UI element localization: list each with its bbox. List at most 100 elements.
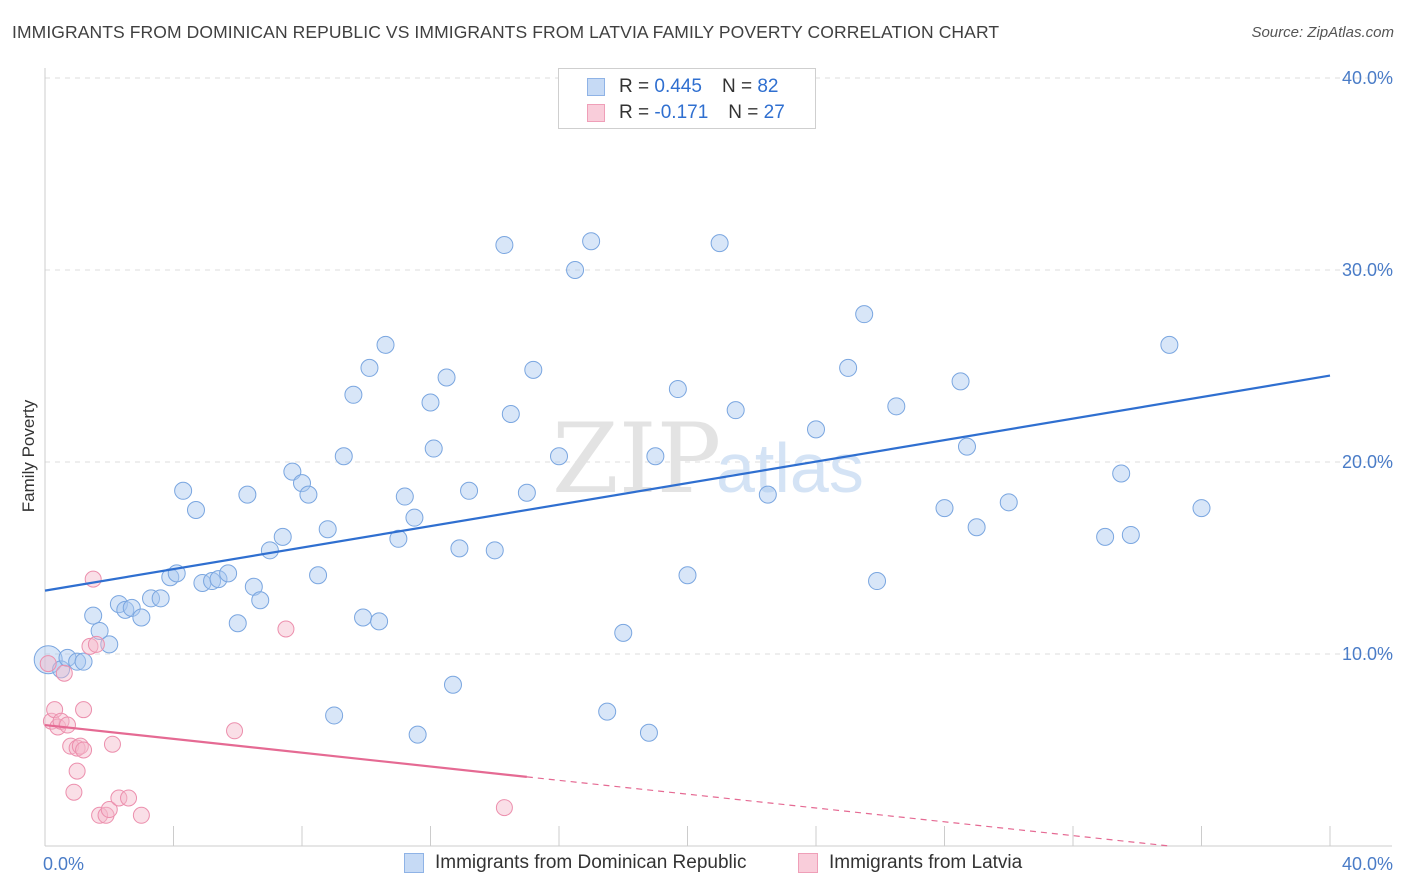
data-point-dominican-republic xyxy=(582,232,601,251)
data-point-latvia xyxy=(68,762,86,780)
trend-line-dominican-republic xyxy=(44,374,1331,592)
data-point-dominican-republic xyxy=(855,305,874,324)
data-point-dominican-republic xyxy=(421,393,440,412)
data-point-dominican-republic xyxy=(318,520,337,539)
data-point-dominican-republic xyxy=(951,372,970,391)
data-point-dominican-republic xyxy=(100,635,119,654)
trend-line-latvia xyxy=(44,723,527,778)
data-point-latvia xyxy=(87,635,105,653)
tick-labels: 10.0% 20.0% 30.0% 40.0% 0.0% 40.0% xyxy=(43,68,1393,874)
legend-r-value: -0.171 xyxy=(654,102,709,123)
data-point-dominican-republic xyxy=(598,702,617,721)
x-tick-label: 40.0% xyxy=(1342,854,1393,874)
data-point-latvia xyxy=(58,716,76,734)
data-point-dominican-republic xyxy=(550,447,568,466)
data-point-dominican-republic xyxy=(238,485,257,504)
data-point-dominican-republic xyxy=(219,564,238,583)
data-point-latvia xyxy=(100,801,118,819)
data-point-dominican-republic xyxy=(758,485,777,504)
legend-n-label: N = xyxy=(728,102,759,123)
data-point-dominican-republic xyxy=(251,591,270,610)
data-point-latvia xyxy=(103,735,121,753)
data-point-dominican-republic xyxy=(74,652,93,671)
grid-lines xyxy=(45,77,1392,655)
data-point-dominican-republic xyxy=(1192,499,1211,518)
y-axis-label: Family Poverty xyxy=(19,399,38,512)
legend-row-latvia: R = -0.171 N = 27 xyxy=(587,100,785,126)
data-point-latvia xyxy=(55,664,73,682)
data-point-latvia xyxy=(91,806,109,824)
chart-title: IMMIGRANTS FROM DOMINICAN REPUBLIC VS IM… xyxy=(12,22,1000,42)
data-point-dominican-republic xyxy=(344,385,363,404)
watermark-zip: ZIP xyxy=(552,403,721,515)
data-point-latvia xyxy=(65,783,83,801)
data-point-dominican-republic xyxy=(999,493,1018,512)
data-point-dominican-republic xyxy=(807,420,825,439)
data-point-latvia xyxy=(81,637,99,655)
data-point-dominican-republic xyxy=(68,652,87,671)
legend-r-value: 0.445 xyxy=(654,76,702,97)
bottom-legend-label: Immigrants from Dominican Republic xyxy=(435,852,747,873)
data-point-latvia xyxy=(495,799,513,817)
data-point-latvia xyxy=(132,806,150,824)
data-point-dominican-republic xyxy=(566,261,585,279)
data-point-dominican-republic xyxy=(839,358,858,377)
data-point-latvia xyxy=(84,570,102,588)
data-point-dominican-republic xyxy=(437,368,456,387)
data-point-dominican-republic xyxy=(203,572,222,591)
data-point-dominican-republic xyxy=(209,570,228,589)
data-point-dominican-republic xyxy=(495,236,514,255)
legend-swatch-blue xyxy=(587,78,605,96)
data-point-dominican-republic xyxy=(376,335,395,354)
data-point-dominican-republic xyxy=(726,401,745,420)
data-point-dominican-republic xyxy=(260,541,279,560)
data-point-dominican-republic xyxy=(1096,527,1115,546)
data-point-latvia xyxy=(277,620,295,638)
data-point-dominican-republic xyxy=(967,518,986,537)
data-point-dominican-republic xyxy=(273,527,292,546)
data-point-latvia xyxy=(39,655,57,673)
data-point-dominican-republic xyxy=(868,572,887,591)
data-point-dominican-republic xyxy=(293,474,311,493)
data-point-latvia xyxy=(97,806,115,824)
data-point-dominican-republic xyxy=(1112,464,1131,483)
y-tick-label: 20.0% xyxy=(1342,452,1393,472)
data-point-dominican-republic xyxy=(485,541,504,560)
data-point-dominican-republic xyxy=(460,481,479,500)
bottom-legend-dominican-republic: Immigrants from Dominican Republic xyxy=(404,852,747,874)
data-point-dominican-republic xyxy=(1121,525,1140,544)
data-point-dominican-republic xyxy=(957,437,976,456)
data-point-dominican-republic xyxy=(405,508,424,527)
data-point-dominican-republic xyxy=(389,529,408,548)
data-point-dominican-republic xyxy=(142,589,161,608)
data-point-dominican-republic xyxy=(424,439,443,458)
data-point-dominican-republic xyxy=(710,234,729,253)
trend-lines xyxy=(44,374,1331,847)
y-tick-label: 40.0% xyxy=(1342,68,1393,88)
data-point-dominican-republic xyxy=(370,612,389,631)
bottom-legend-swatch-pink xyxy=(798,853,818,873)
y-tick-label: 10.0% xyxy=(1342,644,1393,664)
watermark-atlas: atlas xyxy=(716,429,864,507)
data-point-dominican-republic xyxy=(614,623,633,642)
bottom-legend-latvia: Immigrants from Latvia xyxy=(798,852,1022,874)
data-point-dominican-republic xyxy=(668,380,687,399)
watermark: ZIP atlas xyxy=(552,403,864,515)
trend-line-latvia-extension xyxy=(526,776,1170,847)
data-point-dominican-republic xyxy=(299,485,318,504)
data-point-dominican-republic xyxy=(309,566,328,585)
data-point-dominican-republic xyxy=(186,501,205,519)
data-point-dominican-republic xyxy=(228,614,247,633)
data-point-dominican-republic xyxy=(90,621,109,640)
data-point-dominican-republic xyxy=(1160,335,1179,354)
data-point-latvia xyxy=(226,722,244,740)
data-point-latvia xyxy=(75,741,93,759)
x-tick-label: 0.0% xyxy=(43,854,84,874)
data-point-dominican-republic xyxy=(408,725,427,744)
legend-n-label: N = xyxy=(721,76,753,97)
data-point-dominican-republic xyxy=(935,499,954,518)
data-point-dominican-republic xyxy=(443,675,462,694)
data-point-dominican-republic xyxy=(639,723,658,742)
legend-n-value: 82 xyxy=(757,76,779,97)
